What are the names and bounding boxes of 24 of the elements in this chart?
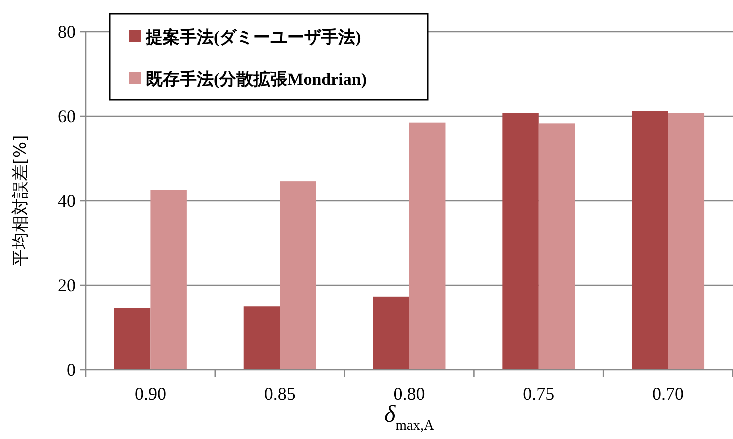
x-tick-label: 0.70 bbox=[652, 384, 684, 404]
x-tick-label: 0.90 bbox=[134, 384, 166, 404]
bar bbox=[280, 182, 316, 370]
y-tick-label: 80 bbox=[58, 22, 76, 42]
bar bbox=[150, 190, 187, 370]
bar bbox=[538, 124, 576, 370]
bar bbox=[502, 113, 539, 370]
bar bbox=[632, 111, 668, 370]
x-axis-title: δ$_{max,A}$ bbox=[384, 402, 436, 434]
y-axis-title: 平均相対誤差[%] bbox=[11, 135, 31, 267]
x-tick-label: 0.75 bbox=[523, 384, 555, 404]
legend-label: 提案手法(ダミーユーザ手法) bbox=[145, 27, 362, 47]
y-tick-label: 0 bbox=[67, 360, 76, 380]
y-tick-label: 20 bbox=[58, 276, 76, 296]
x-tick-label: 0.85 bbox=[264, 384, 296, 404]
bar bbox=[114, 308, 151, 370]
bar bbox=[244, 306, 280, 370]
x-tick-label: 0.80 bbox=[394, 384, 426, 404]
bar bbox=[410, 122, 446, 370]
legend-label: 既存手法(分散拡張Mondrian) bbox=[146, 70, 367, 89]
bar bbox=[373, 296, 410, 370]
y-tick-label: 60 bbox=[58, 106, 76, 126]
y-tick-label: 40 bbox=[58, 191, 76, 211]
bar bbox=[668, 113, 705, 370]
